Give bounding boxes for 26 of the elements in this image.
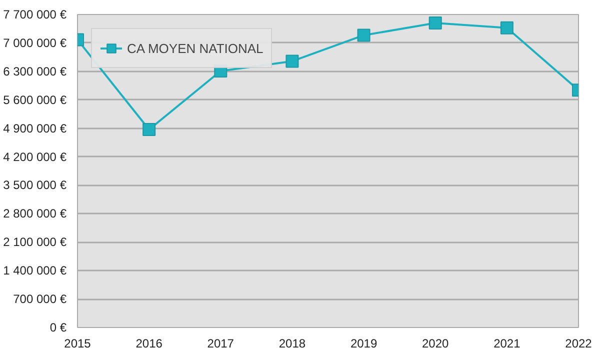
y-tick-label: 3 500 000 €: [3, 178, 67, 192]
point: [142, 123, 156, 136]
y-tick-label: 4 900 000 €: [3, 121, 67, 136]
x-tick-label: 2015: [64, 336, 92, 350]
y-tick-label: 1 400 000 €: [3, 264, 67, 278]
x-tick-label: 2020: [422, 336, 450, 350]
legend-label: CA MOYEN NATIONAL: [127, 40, 264, 56]
x-tick-label: 2017: [207, 336, 234, 350]
x-tick-label: 2018: [278, 336, 306, 350]
y-tick-label: 7 700 000 €: [3, 8, 67, 22]
x-tick-label: 2019: [350, 336, 378, 350]
y-tick-label: 2 100 000 €: [3, 235, 67, 250]
y-tick-label: 4 200 000 €: [3, 150, 67, 164]
x-tick-label: 2016: [136, 336, 163, 350]
y-tick-label: 5 600 000 €: [3, 92, 67, 107]
point: [357, 28, 370, 42]
point: [286, 54, 299, 68]
point: [500, 21, 514, 34]
y-tick-label: 6 300 000 €: [3, 64, 67, 78]
x-tick-label: 2021: [494, 336, 521, 350]
y-tick-label: 7 000 000 €: [3, 36, 67, 50]
point: [428, 16, 442, 30]
y-tick-label: 700 000 €: [13, 292, 67, 306]
y-tick-label: 2 800 000 €: [3, 206, 67, 221]
x-tick-label: 2022: [565, 336, 592, 350]
y-tick-label: 0 €: [50, 320, 67, 334]
